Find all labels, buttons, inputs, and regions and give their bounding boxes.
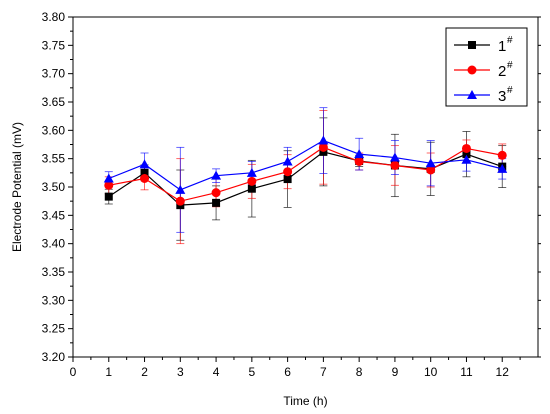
data-point bbox=[175, 184, 186, 194]
x-tick-label: 10 bbox=[424, 365, 438, 379]
x-tick-label: 4 bbox=[213, 365, 220, 379]
data-point bbox=[247, 184, 256, 193]
x-tick-label: 0 bbox=[70, 365, 77, 379]
data-point bbox=[425, 158, 436, 168]
legend-marker bbox=[467, 65, 477, 75]
data-point bbox=[318, 135, 329, 145]
series-line-3 bbox=[108, 139, 503, 191]
data-point bbox=[246, 167, 257, 177]
y-tick-label: 3.75 bbox=[42, 38, 66, 52]
x-tick-label: 5 bbox=[249, 365, 256, 379]
data-point bbox=[104, 180, 114, 190]
data-point bbox=[103, 173, 114, 183]
data-point bbox=[283, 175, 292, 184]
data-point bbox=[175, 196, 185, 206]
data-point bbox=[354, 149, 365, 159]
legend-superscript: # bbox=[507, 85, 513, 96]
data-point bbox=[283, 167, 293, 177]
data-point bbox=[389, 152, 400, 162]
data-point bbox=[104, 192, 113, 201]
data-point bbox=[319, 147, 328, 156]
y-tick-label: 3.20 bbox=[42, 350, 66, 364]
data-point bbox=[461, 143, 471, 153]
x-tick-label: 7 bbox=[320, 365, 327, 379]
y-tick-label: 3.70 bbox=[42, 67, 66, 81]
x-tick-label: 6 bbox=[284, 365, 291, 379]
data-point bbox=[354, 157, 364, 166]
y-tick-label: 3.45 bbox=[42, 208, 66, 222]
y-tick-label: 3.60 bbox=[42, 123, 66, 137]
legend-label: 1 bbox=[498, 38, 506, 55]
y-tick-label: 3.50 bbox=[42, 180, 66, 194]
data-point bbox=[461, 154, 472, 164]
y-tick-label: 3.40 bbox=[42, 237, 66, 251]
x-tick-label: 11 bbox=[460, 365, 473, 379]
legend-superscript: # bbox=[507, 60, 513, 71]
series-line-2 bbox=[108, 146, 503, 202]
legend-superscript: # bbox=[507, 35, 513, 46]
data-point bbox=[140, 174, 150, 183]
x-tick-label: 3 bbox=[177, 365, 184, 379]
legend-label: 3 bbox=[498, 88, 506, 105]
legend-box bbox=[445, 27, 528, 107]
y-tick-label: 3.35 bbox=[42, 265, 66, 279]
x-tick-label: 12 bbox=[496, 365, 510, 379]
legend-label: 2 bbox=[498, 63, 506, 80]
data-point bbox=[211, 188, 221, 198]
data-point bbox=[426, 165, 436, 175]
y-tick-label: 3.30 bbox=[42, 293, 66, 307]
x-tick-label: 1 bbox=[105, 365, 112, 379]
x-tick-label: 9 bbox=[392, 365, 399, 379]
data-point bbox=[212, 198, 221, 207]
y-axis-label: Electrode Potential (mV) bbox=[10, 122, 24, 252]
data-point bbox=[139, 159, 150, 169]
data-point bbox=[497, 150, 507, 160]
x-axis-label: Time (h) bbox=[283, 394, 327, 408]
y-tick-label: 3.55 bbox=[42, 152, 66, 166]
data-point bbox=[140, 168, 149, 177]
data-point bbox=[318, 142, 328, 152]
legend-marker bbox=[467, 90, 477, 99]
legend-marker bbox=[468, 41, 476, 49]
data-point bbox=[462, 150, 471, 159]
data-point bbox=[282, 156, 293, 166]
data-point bbox=[497, 163, 508, 173]
data-point bbox=[247, 176, 257, 186]
x-tick-label: 8 bbox=[356, 365, 363, 379]
y-tick-label: 3.80 bbox=[42, 10, 66, 24]
data-point bbox=[211, 170, 222, 180]
x-tick-label: 2 bbox=[141, 365, 148, 379]
plot-area: 3.20 3.25 3.30 3.35 3.40 3.45 3.50 3.55 3.60 3.65… bbox=[10, 10, 541, 408]
y-tick-label: 3.65 bbox=[42, 95, 66, 109]
data-point bbox=[390, 160, 400, 170]
y-tick-label: 3.25 bbox=[42, 322, 66, 336]
